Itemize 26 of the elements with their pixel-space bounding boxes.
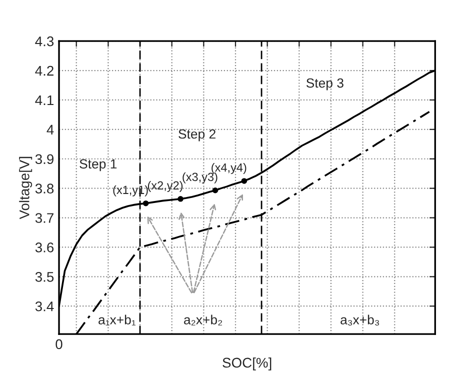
x-tick-label: 0 (56, 339, 62, 350)
data-label: (x3,y3) (182, 172, 218, 184)
data-label: (x2,y2) (148, 180, 183, 192)
y-tick-label: 4.3 (35, 36, 54, 46)
annotation: Step 3 (306, 78, 344, 90)
y-tick-label: 4.1 (35, 95, 54, 106)
y-axis-title: Voltage[V] (19, 156, 32, 220)
y-tick-label: 4 (46, 124, 54, 134)
point (241, 178, 248, 184)
annotation: a₁x+b₁ (98, 314, 136, 326)
annotation: Step 2 (178, 129, 216, 142)
y-tick-label: 3.6 (35, 242, 54, 252)
y-tick-label: 3.4 (35, 301, 54, 312)
annotation: a₃x+b₃ (340, 314, 380, 326)
y-tick-label: 3.9 (35, 154, 54, 164)
annotation: Step 1 (80, 159, 117, 172)
point (212, 187, 218, 194)
y-tick-label: 4.2 (35, 66, 54, 76)
annotation: a₂x+b₂ (184, 314, 222, 326)
y-tick-label: 3.8 (35, 184, 54, 194)
y-tick-label: 3.7 (35, 213, 54, 223)
point (142, 200, 149, 206)
x-axis-title: SOC[%] (222, 357, 272, 370)
y-tick-label: 3.5 (35, 272, 54, 282)
data-label: (x4,y4) (212, 163, 246, 174)
point (178, 196, 184, 202)
